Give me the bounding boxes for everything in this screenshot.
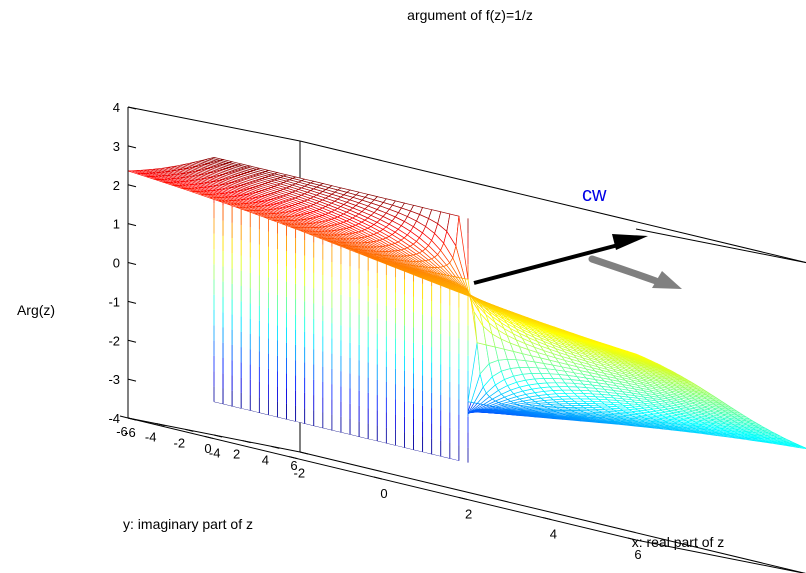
gray-arrowhead bbox=[652, 271, 682, 289]
x-tick-label: 0 bbox=[380, 486, 387, 501]
x-tick-mark bbox=[204, 435, 213, 439]
y-tick-mark bbox=[127, 417, 137, 421]
chart-title: argument of f(z)=1/z bbox=[407, 7, 533, 23]
z-tick-mark bbox=[127, 300, 137, 304]
y-tick-mark bbox=[185, 428, 194, 432]
x-tick-label: -6 bbox=[124, 425, 136, 440]
y-tick-label: 2 bbox=[233, 447, 240, 462]
z-axis-label: Arg(z) bbox=[17, 302, 55, 318]
z-tick-mark bbox=[127, 145, 137, 149]
top-frame-edge bbox=[635, 228, 806, 264]
y-tick-mark bbox=[299, 451, 309, 455]
x-axis-label: x: real part of z bbox=[632, 534, 725, 550]
z-axis-ticks: -4 -3 -2 -1 0 1 2 3 4 bbox=[108, 100, 137, 426]
y-tick-mark bbox=[156, 423, 165, 427]
x-tick-mark bbox=[458, 496, 467, 500]
y-tick-label: -4 bbox=[145, 430, 157, 445]
z-tick-mark bbox=[127, 262, 137, 265]
z-tick-mark bbox=[127, 106, 137, 110]
top-frame-edge bbox=[299, 140, 806, 264]
branch-cut-strip bbox=[304, 179, 315, 426]
y-tick-label: 4 bbox=[262, 452, 269, 467]
black-arrow-shaft bbox=[473, 242, 623, 285]
base-frame-edge bbox=[299, 451, 806, 573]
z-tick-label: 0 bbox=[113, 256, 120, 271]
y-tick-label: -2 bbox=[174, 435, 186, 450]
y-tick-label: 6 bbox=[290, 458, 297, 473]
x-tick-mark bbox=[543, 517, 552, 521]
surface-cell bbox=[626, 350, 640, 356]
z-tick-mark bbox=[127, 184, 137, 188]
z-tick-label: 4 bbox=[113, 100, 120, 115]
y-tick-label: 0 bbox=[204, 441, 211, 456]
z-tick-mark bbox=[127, 339, 137, 343]
y-tick-mark bbox=[242, 440, 251, 444]
x-tick-label: 6 bbox=[634, 547, 641, 562]
z-tick-mark bbox=[127, 223, 137, 227]
z-tick-label: 2 bbox=[113, 178, 120, 193]
cw-annotation: cw bbox=[582, 184, 607, 206]
x-tick-mark bbox=[373, 476, 383, 480]
x-tick-label: 4 bbox=[550, 527, 557, 542]
z-tick-label: 3 bbox=[113, 139, 120, 154]
z-tick-label: 1 bbox=[113, 217, 120, 232]
z-tick-label: -1 bbox=[108, 294, 120, 309]
black-arrowhead bbox=[612, 234, 648, 250]
gray-arrow-shaft bbox=[588, 255, 660, 285]
y-tick-mark bbox=[213, 434, 223, 438]
z-tick-mark bbox=[127, 378, 137, 382]
z-tick-label: -4 bbox=[108, 411, 120, 426]
top-frame-edge bbox=[127, 106, 301, 142]
z-tick-label: -2 bbox=[108, 333, 120, 348]
z-tick-label: -3 bbox=[108, 372, 120, 387]
rotation-arrows bbox=[473, 234, 682, 289]
y-tick-label: -6 bbox=[116, 424, 128, 439]
y-tick-mark bbox=[271, 445, 280, 449]
x-tick-mark bbox=[289, 456, 298, 460]
base-frame-edge bbox=[635, 539, 806, 573]
x-axis-ticks: -6 -4 -2 0 2 4 6 bbox=[119, 415, 642, 562]
x-tick-label: 2 bbox=[465, 506, 472, 521]
x-tick-label: -4 bbox=[209, 445, 221, 460]
x-tick-mark bbox=[119, 415, 129, 419]
y-axis-label: y: imaginary part of z bbox=[123, 516, 253, 532]
y-axis-ticks: -6 -4 -2 0 2 4 6 bbox=[116, 417, 309, 473]
x-tick-mark bbox=[627, 537, 637, 541]
x-tick-label: -2 bbox=[294, 466, 306, 481]
surface-mesh bbox=[127, 157, 806, 463]
